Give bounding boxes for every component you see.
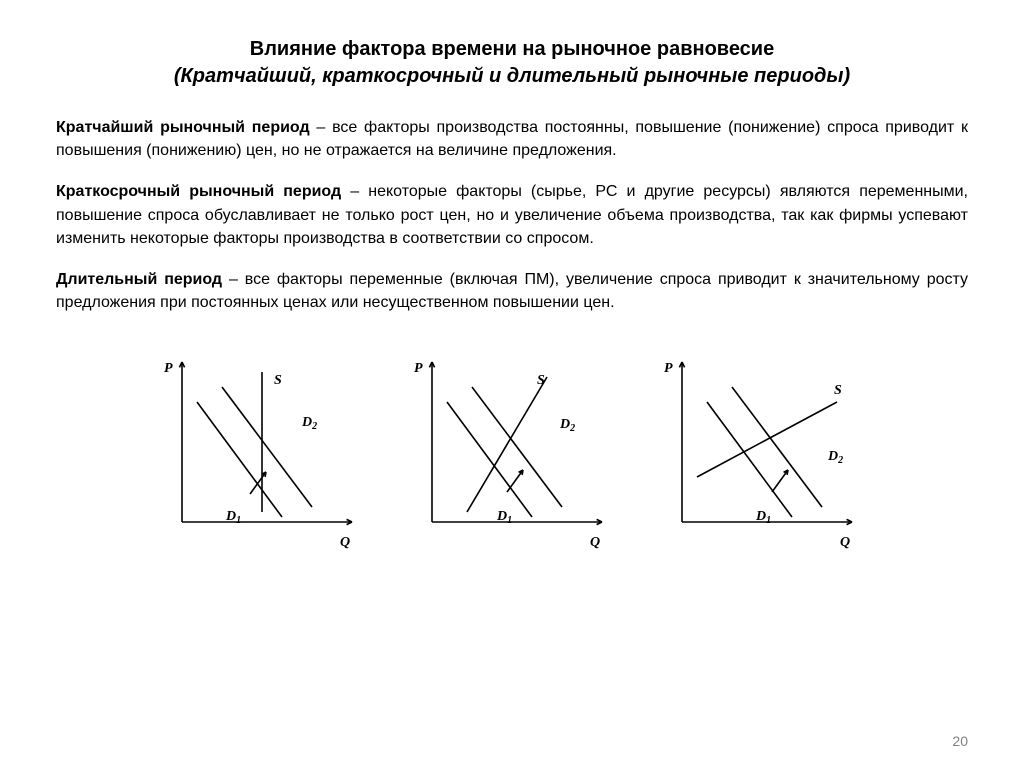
- svg-text:D2: D2: [559, 417, 575, 434]
- svg-text:Q: Q: [840, 535, 850, 550]
- paragraph-2: Краткосрочный рыночный период – некоторы…: [56, 180, 968, 250]
- chart-svg-1: P Q S D1 D2: [142, 342, 382, 562]
- svg-text:P: P: [664, 361, 673, 376]
- svg-text:P: P: [164, 361, 173, 376]
- svg-text:Q: Q: [340, 535, 350, 550]
- svg-text:D2: D2: [827, 449, 843, 466]
- chart-svg-2: P Q S D1 D2: [392, 342, 632, 562]
- svg-text:S: S: [537, 373, 545, 388]
- page-title: Влияние фактора времени на рыночное равн…: [56, 36, 968, 90]
- svg-text:D1: D1: [225, 509, 241, 526]
- chart-shortest-period: P Q S D1 D2: [142, 342, 382, 562]
- page-number: 20: [952, 733, 968, 749]
- chart-long-run: P Q S D1 D2: [642, 342, 882, 562]
- svg-text:S: S: [274, 373, 282, 388]
- document-page: Влияние фактора времени на рыночное равн…: [0, 0, 1024, 767]
- svg-text:P: P: [414, 361, 423, 376]
- paragraph-1: Кратчайший рыночный период – все факторы…: [56, 116, 968, 162]
- p3-lead: Длительный период: [56, 271, 222, 288]
- svg-text:D1: D1: [755, 509, 771, 526]
- charts-row: P Q S D1 D2 P Q S D1 D2 P Q S D1 D2: [56, 342, 968, 562]
- svg-text:S: S: [834, 383, 842, 398]
- p1-lead: Кратчайший рыночный период: [56, 119, 310, 136]
- svg-text:D2: D2: [301, 415, 317, 432]
- chart-short-run: P Q S D1 D2: [392, 342, 632, 562]
- p2-lead: Краткосрочный рыночный период: [56, 183, 341, 200]
- svg-text:D1: D1: [496, 509, 512, 526]
- chart-svg-3: P Q S D1 D2: [642, 342, 882, 562]
- svg-text:Q: Q: [590, 535, 600, 550]
- title-line-1: Влияние фактора времени на рыночное равн…: [56, 36, 968, 63]
- title-line-2: (Кратчайший, краткосрочный и длительный …: [56, 63, 968, 90]
- paragraph-3: Длительный период – все факторы переменн…: [56, 268, 968, 314]
